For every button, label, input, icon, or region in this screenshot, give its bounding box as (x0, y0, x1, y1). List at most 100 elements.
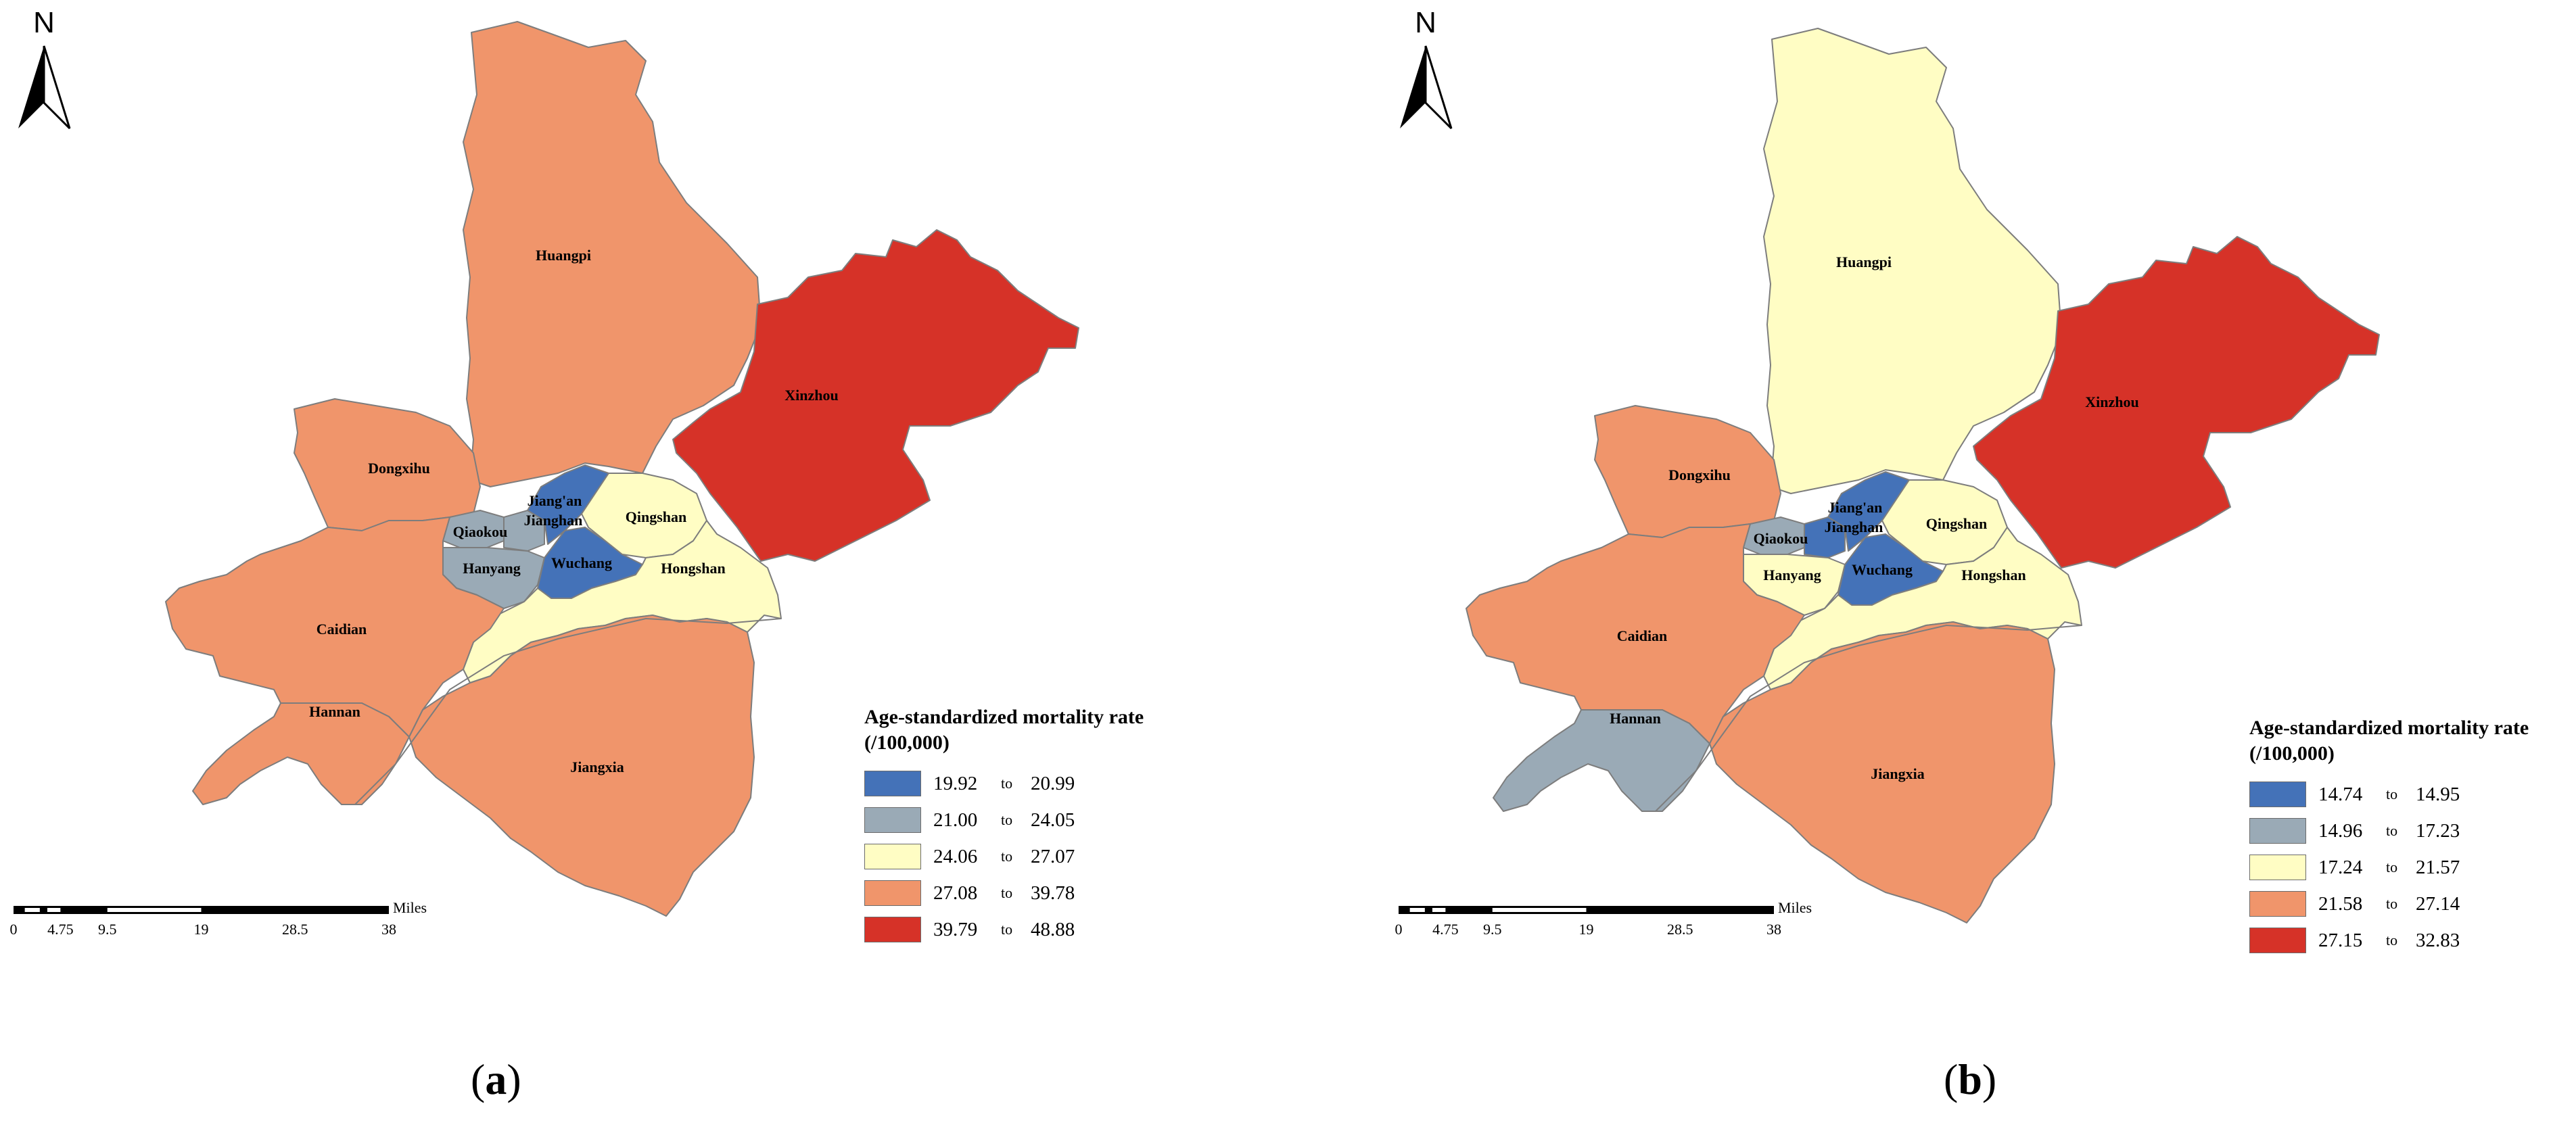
legend-high: 32.83 (2416, 929, 2460, 951)
legend-b: Age-standardized mortality rate (/100,00… (2249, 715, 2529, 959)
legend-high: 27.14 (2416, 892, 2460, 915)
legend-item: 14.96 to 17.23 (2249, 813, 2529, 849)
panel-caption-a: (a) (471, 1055, 521, 1103)
north-arrow-icon: N (1400, 6, 1453, 130)
map-panel-b: Huangpi Xinzhou Dongxihu Jiang'an Jianghan Qi… (1385, 0, 2576, 1129)
legend-title: Age-standardized mortality rate (864, 706, 1144, 728)
district-xinzhou (1973, 236, 2380, 569)
legend-item: 21.00 to 24.05 (864, 802, 1144, 838)
legend-to: to (2386, 822, 2398, 839)
scale-unit: Miles (1778, 899, 1812, 916)
scale-tick-label: 9.5 (98, 921, 117, 938)
district-label-wuchang: Wuchang (551, 554, 612, 571)
choropleth-map-b: Huangpi Xinzhou Dongxihu Jiang'an Jianghan Qi… (1395, 6, 2380, 938)
district-label-caidian: Caidian (1617, 627, 1668, 644)
legend-item: 27.15 to 32.83 (2249, 922, 2529, 959)
district-jianghan (503, 510, 545, 552)
legend-swatch (2249, 782, 2306, 807)
legend-low: 21.00 (933, 809, 978, 831)
district-label-qiaokou: Qiaokou (1754, 530, 1808, 547)
legend-a: Age-standardized mortality rate (/100,00… (864, 704, 1144, 948)
legend-swatch (864, 917, 921, 942)
scale-tick-label: 28.5 (282, 921, 308, 938)
district-label-dongxihu: Dongxihu (368, 460, 430, 477)
district-label-jianghan: Jianghan (524, 512, 583, 529)
district-label-jiangxia: Jiangxia (1871, 765, 1924, 782)
legend-high: 14.95 (2416, 783, 2460, 805)
district-label-wuchang: Wuchang (1852, 561, 1913, 578)
north-arrow-icon: N (18, 6, 71, 130)
scale-tick-label: 19 (194, 921, 209, 938)
scale-tick-label: 28.5 (1667, 921, 1693, 938)
legend-to: to (1001, 848, 1013, 865)
legend-low: 17.24 (2318, 856, 2363, 878)
district-jiangxia (1709, 621, 2055, 923)
legend-to: to (2386, 859, 2398, 875)
district-label-jiang-an: Jiang'an (1828, 499, 1883, 516)
district-label-xinzhou: Xinzhou (2085, 393, 2138, 410)
legend-high: 48.88 (1031, 918, 1075, 940)
legend-swatch (2249, 891, 2306, 917)
legend-swatch (2249, 818, 2306, 844)
district-label-hannan: Hannan (309, 703, 360, 720)
district-qiaokou (442, 510, 505, 548)
district-huangpi (463, 21, 762, 487)
river-line (1655, 624, 2082, 812)
legend-high: 21.57 (2416, 856, 2460, 878)
legend-low: 21.58 (2318, 892, 2363, 915)
district-label-hannan: Hannan (1610, 710, 1661, 727)
scale-tick-label: 38 (381, 921, 396, 938)
legend-high: 24.05 (1031, 809, 1075, 831)
scale-tick-label: 4.75 (47, 921, 74, 938)
district-label-qingshan: Qingshan (626, 508, 687, 525)
legend-item: 27.08 to 39.78 (864, 875, 1144, 911)
district-label-jiang-an: Jiang'an (528, 492, 582, 509)
scale-unit: Miles (393, 899, 427, 916)
north-label: N (1415, 6, 1436, 39)
north-label: N (33, 6, 55, 39)
legend-to: to (1001, 921, 1013, 938)
river-line (354, 617, 782, 805)
legend-low: 27.08 (933, 882, 978, 904)
legend-low: 19.92 (933, 772, 978, 794)
district-jiangxia (408, 615, 755, 917)
legend-subtitle: (/100,000) (864, 731, 950, 754)
district-qiaokou (1743, 517, 1805, 555)
legend-title: Age-standardized mortality rate (2249, 717, 2529, 739)
legend-swatch (864, 880, 921, 906)
legend-to: to (2386, 932, 2398, 948)
legend-item: 39.79 to 48.88 (864, 911, 1144, 948)
district-label-huangpi: Huangpi (1836, 254, 1892, 270)
legend-to: to (1001, 811, 1013, 828)
district-label-jianghan: Jianghan (1825, 519, 1883, 535)
legend-item: 24.06 to 27.07 (864, 838, 1144, 875)
legend-to: to (1001, 775, 1013, 792)
legend-swatch (864, 807, 921, 833)
panel-caption-b: (b) (1944, 1055, 1997, 1103)
legend-high: 27.07 (1031, 845, 1075, 867)
legend-low: 14.96 (2318, 819, 2363, 842)
map-panel-a: Huangpi Xinzhou Dongxihu Jiang'an Jianghan Qi… (10, 6, 1144, 1103)
district-label-hongshan: Hongshan (661, 560, 725, 577)
district-label-huangpi: Huangpi (536, 247, 591, 264)
scale-tick-label: 0 (10, 921, 18, 938)
district-label-hanyang: Hanyang (1763, 567, 1821, 583)
district-hannan (1493, 709, 1710, 812)
district-huangpi (1763, 28, 2062, 494)
legend-swatch (864, 771, 921, 796)
legend-to: to (2386, 786, 2398, 802)
legend-high: 20.99 (1031, 772, 1075, 794)
district-label-hongshan: Hongshan (1961, 567, 2025, 583)
legend-swatch (2249, 855, 2306, 880)
scale-tick-label: 0 (1395, 921, 1403, 938)
legend-high: 17.23 (2416, 819, 2460, 842)
legend-item: 21.58 to 27.14 (2249, 886, 2529, 922)
legend-low: 24.06 (933, 845, 978, 867)
legend-to: to (1001, 884, 1013, 901)
legend-low: 39.79 (933, 918, 978, 940)
district-label-hanyang: Hanyang (463, 560, 521, 577)
district-label-xinzhou: Xinzhou (784, 387, 838, 404)
district-label-dongxihu: Dongxihu (1668, 466, 1731, 483)
district-hannan (192, 702, 410, 805)
legend-swatch (864, 844, 921, 869)
